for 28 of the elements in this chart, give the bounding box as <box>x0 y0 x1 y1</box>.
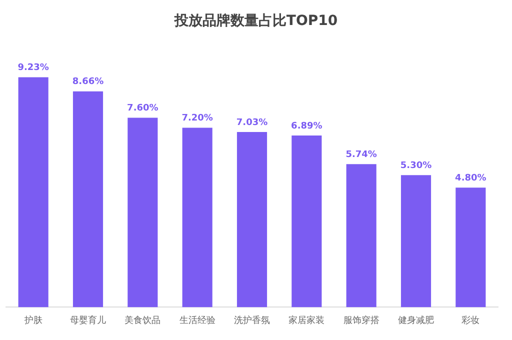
x-tick-label: 母婴育儿 <box>70 315 106 326</box>
x-tick-label: 美食饮品 <box>124 315 161 326</box>
x-tick-label: 家居家装 <box>288 315 325 326</box>
data-label: 6.89% <box>291 121 322 132</box>
bar <box>72 91 104 308</box>
bar <box>236 132 268 308</box>
x-tick-label: 生活经验 <box>179 315 216 326</box>
bar <box>292 136 322 308</box>
data-label: 7.60% <box>127 104 158 114</box>
x-tick-label: 护肤 <box>23 315 42 326</box>
x-tick-label: 服饰穿搭 <box>343 315 380 326</box>
x-tick-label: 洗护香氛 <box>234 315 270 326</box>
bar <box>182 128 212 308</box>
bar <box>456 188 486 308</box>
data-label: 9.23% <box>18 63 49 74</box>
data-label: 7.20% <box>182 114 213 124</box>
x-tick-label: 健身减肥 <box>398 315 434 326</box>
bar <box>400 175 432 308</box>
data-label: 5.74% <box>346 150 377 160</box>
data-label: 8.66% <box>72 77 104 88</box>
data-label: 5.30% <box>400 160 432 171</box>
data-label: 4.80% <box>455 173 486 184</box>
bar <box>346 164 376 308</box>
chart-title: 投放品牌数量占比TOP10 <box>173 12 339 30</box>
data-label: 7.03% <box>236 118 268 128</box>
bar <box>18 77 48 308</box>
bar <box>128 118 158 308</box>
x-tick-label: 彩妆 <box>462 315 480 326</box>
